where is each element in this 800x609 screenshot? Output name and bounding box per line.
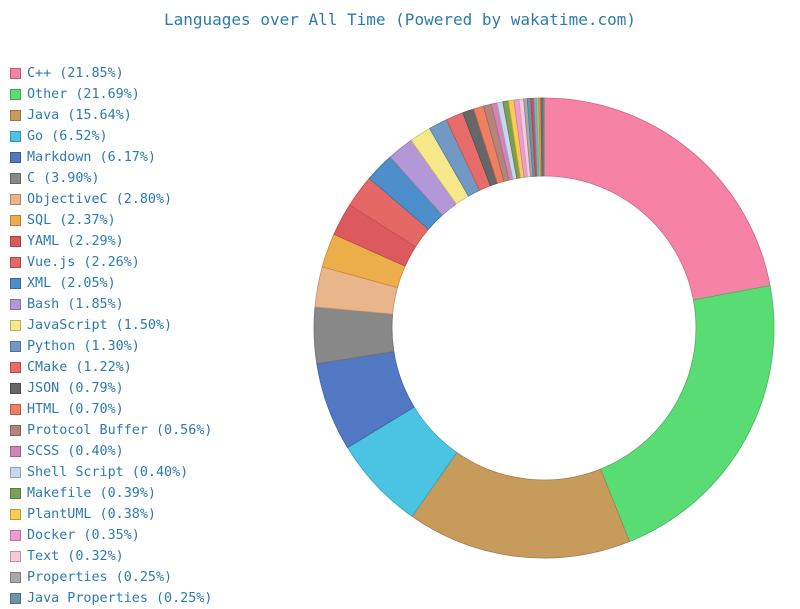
legend-label: CMake (1.22%) (27, 360, 132, 375)
legend-item[interactable]: CMake (1.22%) (10, 357, 310, 378)
legend-item[interactable]: C (3.90%) (10, 168, 310, 189)
legend-item[interactable]: Markdown (6.17%) (10, 147, 310, 168)
legend-label: Makefile (0.39%) (27, 486, 156, 501)
legend-label: JSON (0.79%) (27, 381, 124, 396)
legend-swatch (10, 320, 21, 331)
legend-swatch (10, 299, 21, 310)
legend-item[interactable]: Java (15.64%) (10, 105, 310, 126)
legend-item[interactable]: Go (6.52%) (10, 126, 310, 147)
legend-item[interactable]: SCSS (0.40%) (10, 441, 310, 462)
legend-swatch (10, 110, 21, 121)
legend-swatch (10, 152, 21, 163)
legend-label: C++ (21.85%) (27, 66, 124, 81)
legend-label: YAML (2.29%) (27, 234, 124, 249)
legend-item[interactable]: Docker (0.35%) (10, 525, 310, 546)
legend-swatch (10, 488, 21, 499)
legend-label: PlantUML (0.38%) (27, 507, 156, 522)
legend-swatch (10, 446, 21, 457)
legend-label: SCSS (0.40%) (27, 444, 124, 459)
legend-swatch (10, 362, 21, 373)
legend-label: Java (15.64%) (27, 108, 132, 123)
legend-swatch (10, 425, 21, 436)
legend-item[interactable]: JavaScript (1.50%) (10, 315, 310, 336)
legend-swatch (10, 278, 21, 289)
legend-item[interactable]: SQL (2.37%) (10, 210, 310, 231)
legend-swatch (10, 194, 21, 205)
legend-swatch (10, 467, 21, 478)
legend-item[interactable]: Bash (1.85%) (10, 294, 310, 315)
donut-slice[interactable] (543, 97, 771, 301)
legend-item[interactable]: Other (21.69%) (10, 84, 310, 105)
legend-swatch (10, 215, 21, 226)
donut-slice[interactable] (600, 285, 775, 543)
legend-swatch (10, 257, 21, 268)
legend-label: Python (1.30%) (27, 339, 140, 354)
legend-label: ObjectiveC (2.80%) (27, 192, 173, 207)
legend-swatch (10, 551, 21, 562)
legend-item[interactable]: Protocol Buffer (0.56%) (10, 420, 310, 441)
legend-item[interactable]: PlantUML (0.38%) (10, 504, 310, 525)
legend-item[interactable]: Makefile (0.39%) (10, 483, 310, 504)
legend-label: Properties (0.25%) (27, 570, 173, 585)
legend-item[interactable]: C++ (21.85%) (10, 63, 310, 84)
legend: C++ (21.85%) Other (21.69%) Java (15.64%) G… (10, 63, 310, 609)
legend-swatch (10, 173, 21, 184)
legend-swatch (10, 341, 21, 352)
legend-item[interactable]: Properties (0.25%) (10, 567, 310, 588)
legend-swatch (10, 530, 21, 541)
chart-title: Languages over All Time (Powered by waka… (163, 10, 636, 29)
legend-item[interactable]: HTML (0.70%) (10, 399, 310, 420)
legend-swatch (10, 404, 21, 415)
legend-label: SQL (2.37%) (27, 213, 116, 228)
legend-item[interactable]: XML (2.05%) (10, 273, 310, 294)
legend-swatch (10, 509, 21, 520)
legend-label: Shell Script (0.40%) (27, 465, 189, 480)
legend-label: C (3.90%) (27, 171, 100, 186)
legend-swatch (10, 68, 21, 79)
legend-label: Go (6.52%) (27, 129, 108, 144)
legend-label: XML (2.05%) (27, 276, 116, 291)
legend-swatch (10, 131, 21, 142)
legend-label: Other (21.69%) (27, 87, 140, 102)
legend-swatch (10, 383, 21, 394)
legend-label: Docker (0.35%) (27, 528, 140, 543)
legend-item[interactable]: Python (1.30%) (10, 336, 310, 357)
legend-item[interactable]: ObjectiveC (2.80%) (10, 189, 310, 210)
legend-item[interactable]: Text (0.32%) (10, 546, 310, 567)
legend-swatch (10, 572, 21, 583)
legend-item[interactable]: Vue.js (2.26%) (10, 252, 310, 273)
legend-swatch (10, 236, 21, 247)
legend-label: JavaScript (1.50%) (27, 318, 173, 333)
legend-label: Vue.js (2.26%) (27, 255, 140, 270)
legend-label: Markdown (6.17%) (27, 150, 156, 165)
legend-swatch (10, 89, 21, 100)
legend-label: Protocol Buffer (0.56%) (27, 423, 213, 438)
legend-item[interactable]: JSON (0.79%) (10, 378, 310, 399)
legend-item[interactable]: Shell Script (0.40%) (10, 462, 310, 483)
legend-item[interactable]: YAML (2.29%) (10, 231, 310, 252)
legend-label: Bash (1.85%) (27, 297, 124, 312)
legend-label: Text (0.32%) (27, 549, 124, 564)
legend-label: HTML (0.70%) (27, 402, 124, 417)
donut-slice[interactable] (542, 97, 545, 177)
